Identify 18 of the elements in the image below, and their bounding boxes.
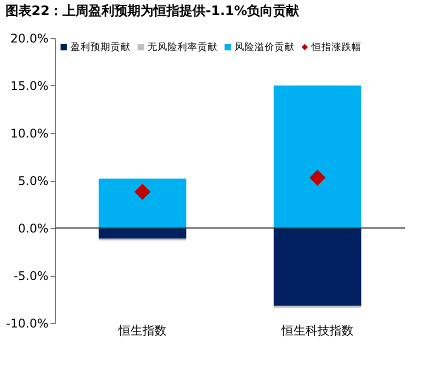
bar	[98, 228, 186, 238]
legend-label: 风险溢价贡献	[234, 41, 294, 54]
bar	[98, 178, 186, 228]
legend-label: 无风险利率贡献	[148, 41, 218, 54]
y-tick-label: 5.0%	[18, 174, 48, 188]
y-tick-label: 0.0%	[18, 222, 48, 236]
bar	[274, 228, 362, 306]
chart-title: 图表22：上周盈利预期为恒指提供-1.1%负向贡献	[6, 3, 300, 19]
legend-label: 恒指涨跌幅	[310, 41, 362, 54]
bar	[274, 86, 362, 228]
y-tick-label: 15.0%	[10, 79, 48, 93]
x-tick-label: 恒生指数	[118, 324, 166, 338]
y-tick-label: -10.0%	[6, 316, 48, 330]
y-tick-label: 10.0%	[10, 126, 48, 140]
y-tick-label: -5.0%	[14, 269, 48, 283]
legend-label: 盈利预期贡献	[70, 41, 130, 54]
y-tick-label: 20.0%	[10, 32, 48, 46]
x-tick-label: 恒生科技指数	[280, 324, 354, 338]
